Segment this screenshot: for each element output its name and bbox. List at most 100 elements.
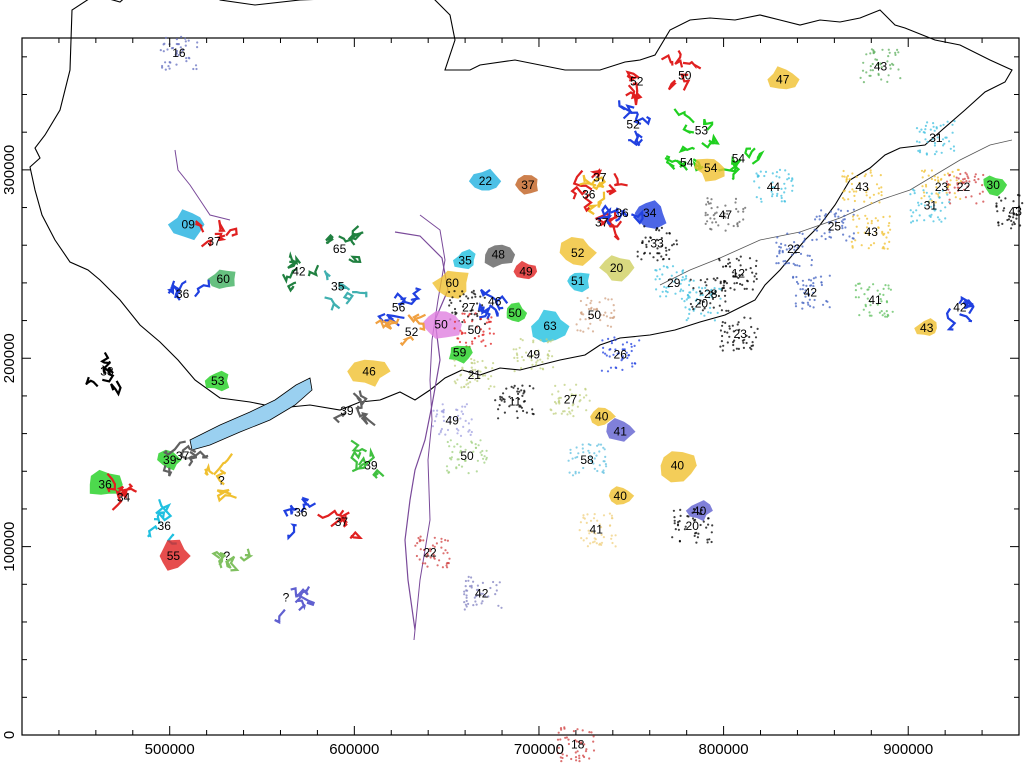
survey-point: [673, 516, 676, 519]
survey-point: [706, 278, 709, 281]
survey-point: [557, 731, 560, 734]
survey-point: [587, 307, 591, 311]
region-48-36: [484, 244, 516, 268]
survey-point: [945, 180, 949, 183]
survey-point: [474, 293, 477, 296]
survey-line: [180, 444, 197, 460]
survey-point: [700, 312, 703, 315]
survey-point: [930, 169, 934, 172]
survey-point: [982, 173, 985, 177]
x-axis: 500000 600000 700000 800000 900000: [21, 38, 1020, 758]
survey-line: [348, 255, 362, 264]
survey-point: [481, 449, 484, 453]
region-20-39: [599, 255, 635, 282]
region-fill: [914, 318, 937, 336]
survey-point: [482, 333, 485, 336]
survey-point: [671, 265, 675, 268]
survey-point: [742, 210, 745, 213]
survey-point: [446, 551, 449, 554]
survey-point: [813, 298, 816, 302]
survey-point: [419, 548, 422, 551]
survey-point: [469, 381, 472, 384]
survey-point: [755, 272, 758, 275]
survey-point: [745, 268, 748, 271]
survey-point: [532, 341, 535, 344]
survey-point: [604, 352, 607, 355]
survey-point: [572, 415, 575, 418]
survey-point: [723, 215, 726, 218]
survey-point: [775, 171, 779, 174]
region-label: 37: [207, 234, 221, 248]
survey-point: [706, 197, 709, 200]
survey-point: [444, 539, 447, 542]
survey-point: [582, 451, 585, 454]
survey-line: [579, 174, 595, 186]
survey-point: [611, 316, 614, 319]
survey-point: [601, 470, 604, 474]
survey-point: [589, 519, 593, 522]
survey-point: [695, 291, 698, 294]
survey-point: [670, 274, 673, 277]
survey-point: [921, 185, 924, 188]
survey-point: [599, 526, 603, 529]
survey-point: [546, 354, 549, 357]
survey-point: [467, 575, 470, 579]
survey-point: [454, 382, 457, 385]
survey-line: [410, 287, 422, 301]
survey-point: [575, 740, 579, 743]
survey-point: [472, 289, 475, 292]
survey-point: [909, 193, 912, 196]
region-label: 49: [519, 265, 533, 279]
survey-point: [713, 287, 716, 290]
survey-point: [796, 244, 799, 247]
survey-point: [957, 177, 960, 180]
region-31-21: [909, 188, 951, 224]
survey-point: [785, 262, 788, 265]
survey-point: [923, 170, 926, 173]
survey-point: [582, 466, 585, 470]
survey-point: [571, 457, 574, 460]
survey-point: [415, 554, 418, 558]
survey-point: [948, 198, 951, 201]
survey-point: [737, 347, 741, 350]
survey-point: [612, 353, 615, 356]
survey-point: [598, 464, 601, 467]
survey-point: [575, 323, 578, 326]
survey-point: [845, 178, 848, 182]
survey-point: [456, 432, 459, 435]
region-fill: [606, 418, 636, 442]
survey-point: [920, 169, 924, 172]
survey-point: [569, 451, 572, 455]
survey-point: [613, 309, 616, 312]
survey-point: [561, 756, 564, 760]
survey-point: [451, 311, 454, 314]
survey-point: [794, 251, 797, 254]
survey-point: [453, 320, 457, 323]
survey-point: [872, 242, 876, 245]
survey-point: [474, 600, 477, 603]
survey-point: [718, 287, 721, 290]
region-37-89: [317, 509, 363, 540]
survey-point: [874, 217, 877, 220]
survey-point: [930, 177, 934, 181]
survey-point: [548, 349, 551, 353]
region-49-74: [431, 403, 473, 437]
survey-point: [592, 517, 596, 520]
survey-point: [877, 226, 880, 229]
survey-point: [710, 207, 713, 210]
survey-point: [713, 212, 717, 215]
survey-point: [429, 556, 432, 559]
survey-line: [412, 313, 426, 331]
survey-point: [638, 339, 641, 342]
survey-point: [636, 250, 639, 253]
survey-point: [927, 200, 930, 203]
survey-point: [933, 129, 936, 132]
survey-point: [704, 214, 707, 217]
survey-point: [589, 302, 592, 305]
survey-point: [851, 215, 855, 218]
survey-point: [739, 264, 742, 267]
survey-point: [475, 326, 478, 329]
survey-point: [184, 37, 187, 40]
survey-point: [842, 169, 845, 173]
survey-point: [419, 535, 422, 538]
